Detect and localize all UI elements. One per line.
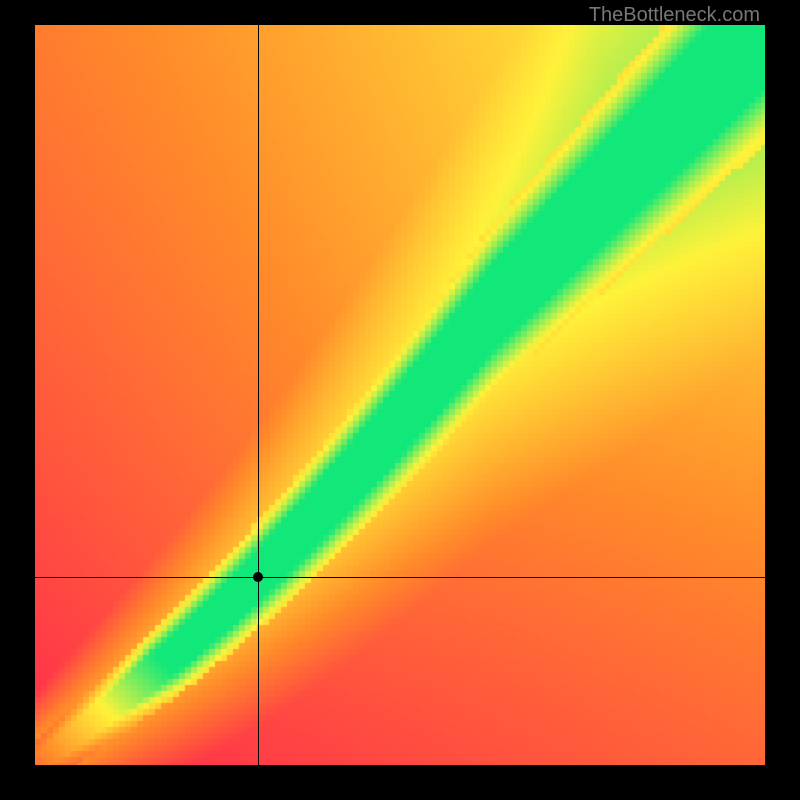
chart-container: TheBottleneck.com bbox=[0, 0, 800, 800]
crosshair-vertical bbox=[258, 25, 259, 765]
plot-area bbox=[35, 25, 765, 765]
crosshair-horizontal bbox=[35, 577, 765, 578]
watermark-text: TheBottleneck.com bbox=[589, 4, 760, 27]
crosshair-marker bbox=[253, 572, 263, 582]
heatmap-canvas bbox=[35, 25, 765, 765]
